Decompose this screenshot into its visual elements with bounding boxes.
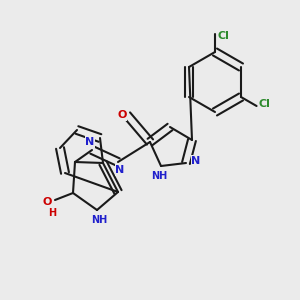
Text: O: O <box>42 197 52 207</box>
Text: NH: NH <box>151 171 167 181</box>
Text: H: H <box>48 208 56 218</box>
Text: N: N <box>116 165 124 175</box>
Text: NH: NH <box>91 215 107 225</box>
Text: O: O <box>117 110 127 120</box>
Text: N: N <box>85 137 94 147</box>
Text: Cl: Cl <box>217 31 229 41</box>
Text: Cl: Cl <box>259 99 271 109</box>
Text: N: N <box>191 156 201 166</box>
